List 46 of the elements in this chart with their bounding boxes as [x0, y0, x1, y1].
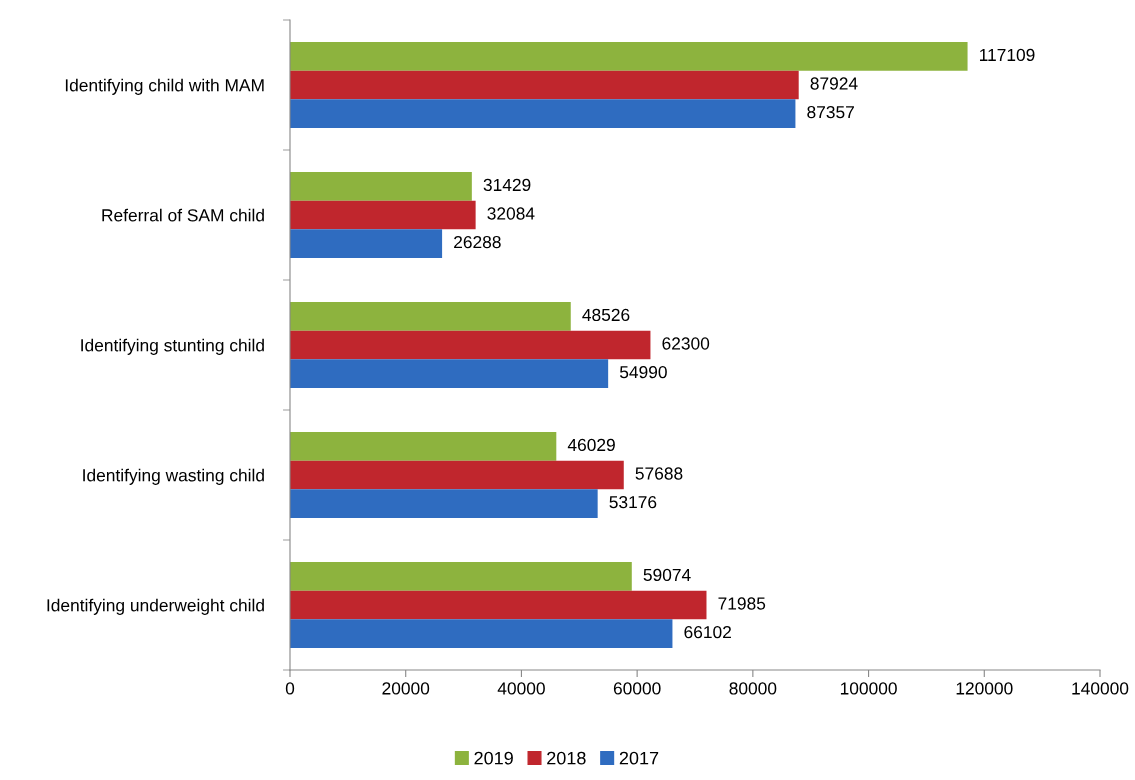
data-label: 117109 — [979, 48, 1035, 62]
x-tick-label: 100000 — [840, 682, 897, 695]
x-tick-label: 20000 — [382, 682, 430, 695]
bar — [290, 432, 557, 461]
x-tick-label: 80000 — [729, 682, 777, 695]
data-label: 62300 — [662, 337, 710, 350]
bar — [290, 200, 476, 230]
x-tick-label: 0 — [285, 682, 295, 695]
bar — [290, 460, 624, 490]
legend-label: 2017 — [619, 751, 659, 765]
bar — [290, 42, 968, 71]
bar — [290, 229, 443, 258]
legend-label: 2019 — [474, 751, 513, 765]
data-label: 46029 — [567, 438, 615, 452]
bar — [290, 619, 673, 648]
bar — [290, 330, 651, 360]
data-label: 57688 — [635, 467, 683, 480]
bar — [290, 590, 707, 620]
data-label: 48526 — [582, 308, 630, 322]
y-tick-label: Identifying wasting child — [83, 468, 264, 485]
data-label: 32084 — [487, 207, 535, 220]
bar — [290, 172, 472, 201]
data-label: 87924 — [810, 77, 858, 90]
bar — [290, 489, 598, 518]
data-label: 87357 — [807, 105, 854, 119]
x-tick-label: 60000 — [613, 682, 661, 695]
bar — [290, 562, 632, 591]
data-label: 71985 — [718, 597, 766, 610]
bar — [290, 302, 571, 331]
x-tick-label: 140000 — [1072, 682, 1129, 695]
x-tick-label: 120000 — [956, 682, 1013, 695]
y-tick-label: Identifying child with MAM — [65, 78, 264, 95]
data-label: 59074 — [643, 568, 691, 582]
bar — [290, 70, 799, 100]
data-label: 54990 — [619, 365, 667, 379]
data-label: 26288 — [454, 235, 501, 249]
bar — [290, 359, 609, 388]
y-tick-label: Identifying stunting child — [81, 338, 264, 355]
bar — [290, 99, 796, 128]
data-label: 53176 — [609, 495, 657, 509]
data-label: 66102 — [684, 625, 731, 639]
y-tick-label: Referral of SAM child — [102, 208, 264, 222]
data-label: 31429 — [483, 178, 531, 192]
x-tick-label: 40000 — [497, 682, 545, 695]
legend-label: 2018 — [547, 751, 586, 765]
y-tick-label: Identifying underweight child — [47, 598, 264, 615]
